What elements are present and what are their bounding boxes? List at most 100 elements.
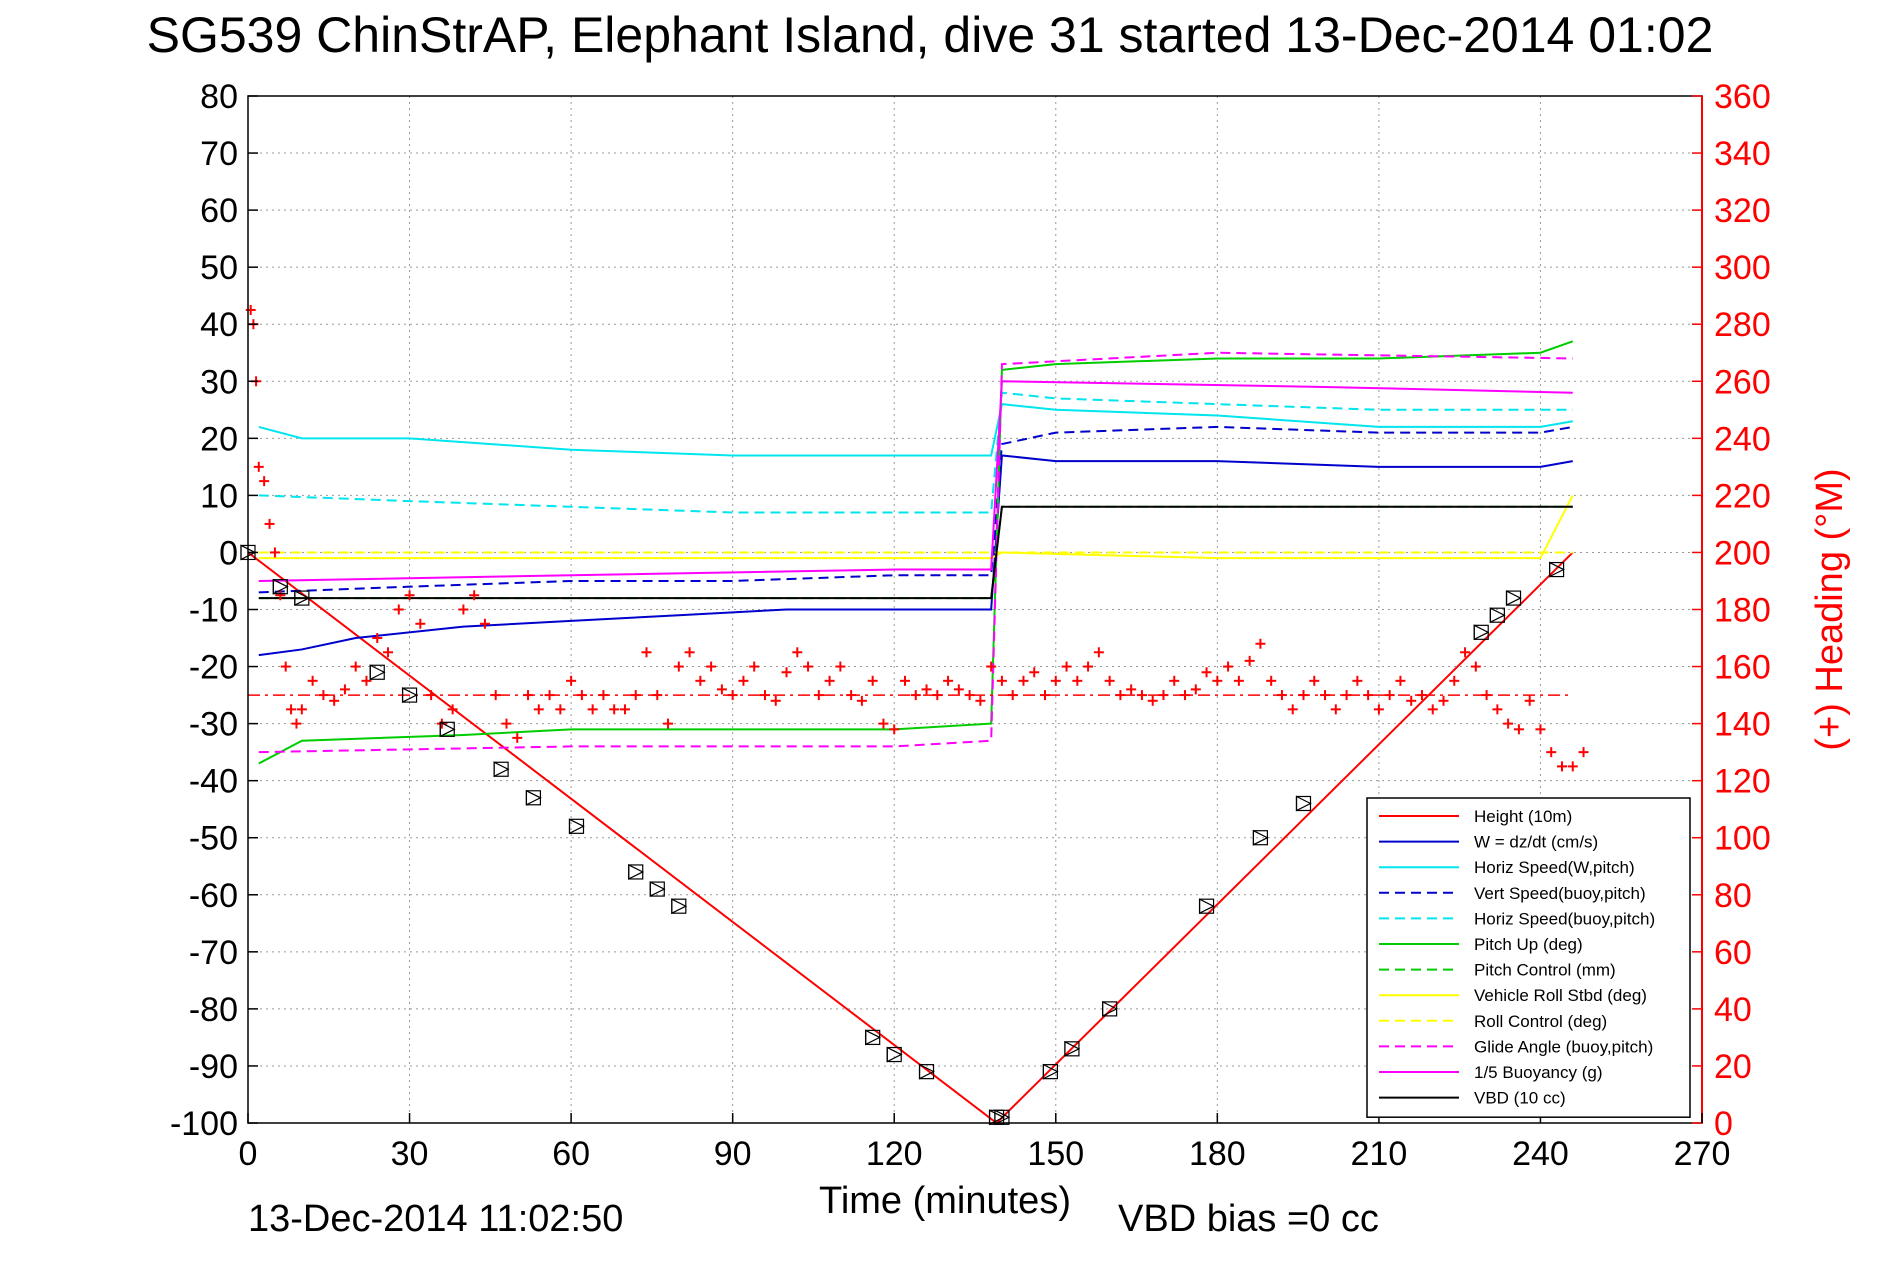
heading-point [856,695,867,706]
heading-point [1007,690,1018,701]
heading-point [695,675,706,686]
heading-point [1341,690,1352,701]
heading-point [1406,695,1417,706]
series-line-1 [258,454,1573,657]
heading-point [1395,675,1406,686]
legend-label-8: Roll Control (deg) [1474,1012,1607,1031]
depth-marker [1252,829,1269,846]
x-tick-label: 270 [1674,1135,1731,1173]
heading-point [1330,704,1341,715]
depth-marker-square [649,881,665,897]
heading-point [269,547,280,558]
heading-point [1438,695,1449,706]
depth-marker-triangle [1489,607,1506,624]
heading-point [587,704,598,715]
legend-label-3: Vert Speed(buoy,pitch) [1474,884,1646,903]
y-tick-label: -20 [189,649,238,687]
heading-point [641,647,652,658]
heading-point [663,718,674,729]
heading-point [1201,667,1212,678]
grid [248,96,1702,1123]
heading-point [555,704,566,715]
depth-marker-triangle [649,881,666,898]
y-tick-label: 60 [200,192,238,230]
depth-marker-triangle [1252,829,1269,846]
y-tick-label: -30 [189,706,238,744]
heading-point [490,690,501,701]
series-line-4 [258,391,1573,514]
right-axis-label: (+) Heading (°M) [1809,468,1851,750]
y2-tick-label: 120 [1714,763,1771,801]
series-line-3 [258,425,1573,594]
depth-marker [525,789,542,806]
heading-point [307,675,318,686]
y2-tick-label: 140 [1714,706,1771,744]
y-tick-label: -100 [170,1105,238,1143]
heading-layer [245,304,1589,772]
heading-point [361,675,372,686]
heading-point [291,718,302,729]
x-tick-label: 210 [1351,1135,1408,1173]
heading-point [803,661,814,672]
depth-marker-triangle [525,789,542,806]
x-tick-label: 150 [1027,1135,1084,1173]
depth-marker-triangle [568,818,585,835]
depth-marker [671,898,688,915]
depth-marker-triangle [1295,795,1312,812]
depth-marker [401,687,418,704]
heading-point [727,690,738,701]
heading-point [1352,675,1363,686]
depth-marker-triangle [1198,898,1215,915]
depth-marker [628,863,645,880]
heading-point [759,690,770,701]
y2-tick-label: 360 [1714,78,1771,116]
heading-point [813,690,824,701]
depth-marker [1042,1063,1059,1080]
heading-point [245,304,256,315]
legend-label-0: Height (10m) [1474,807,1572,826]
heading-point [566,675,577,686]
depth-marker-triangle [1102,1000,1118,1017]
depth-marker [272,578,289,595]
heading-point [275,590,286,601]
heading-point [1567,761,1578,772]
heading-point [1083,661,1094,672]
series-line-7 [258,494,1574,560]
heading-point [1373,704,1384,715]
heading-point [1320,690,1331,701]
heading-point [889,724,900,735]
heading-point [350,661,361,672]
x-tick-label: 180 [1189,1135,1246,1173]
y-tick-label: -70 [189,934,238,972]
legend-label-7: Vehicle Roll Stbd (deg) [1474,986,1647,1005]
heading-point [415,618,426,629]
heading-point [1190,684,1201,695]
heading-point [1503,718,1514,729]
depth-marker [1489,607,1506,624]
heading-point [501,718,512,729]
heading-point [996,675,1007,686]
y2-tick-label: 60 [1714,934,1752,972]
heading-point [1427,704,1438,715]
heading-point [1212,675,1223,686]
series-line-10 [258,380,1573,582]
heading-point [1093,647,1104,658]
heading-point [1115,690,1126,701]
heading-point [1029,667,1040,678]
chart-title: SG539 ChinStrAP, Elephant Island, dive 3… [147,7,1714,63]
y2-tick-label: 340 [1714,135,1771,173]
y2-tick-label: 220 [1714,477,1771,515]
depth-marker [649,881,666,898]
heading-point [1513,724,1524,735]
heading-point [1309,675,1320,686]
y2-tick-label: 100 [1714,820,1771,858]
y-tick-label: 70 [200,135,238,173]
depth-marker [918,1063,935,1080]
heading-point [609,704,620,715]
heading-point [1524,695,1535,706]
y-tick-label: -60 [189,877,238,915]
heading-point [1470,661,1481,672]
depth-marker [1064,1040,1081,1057]
heading-point [1158,690,1169,701]
depth-marker [568,818,585,835]
